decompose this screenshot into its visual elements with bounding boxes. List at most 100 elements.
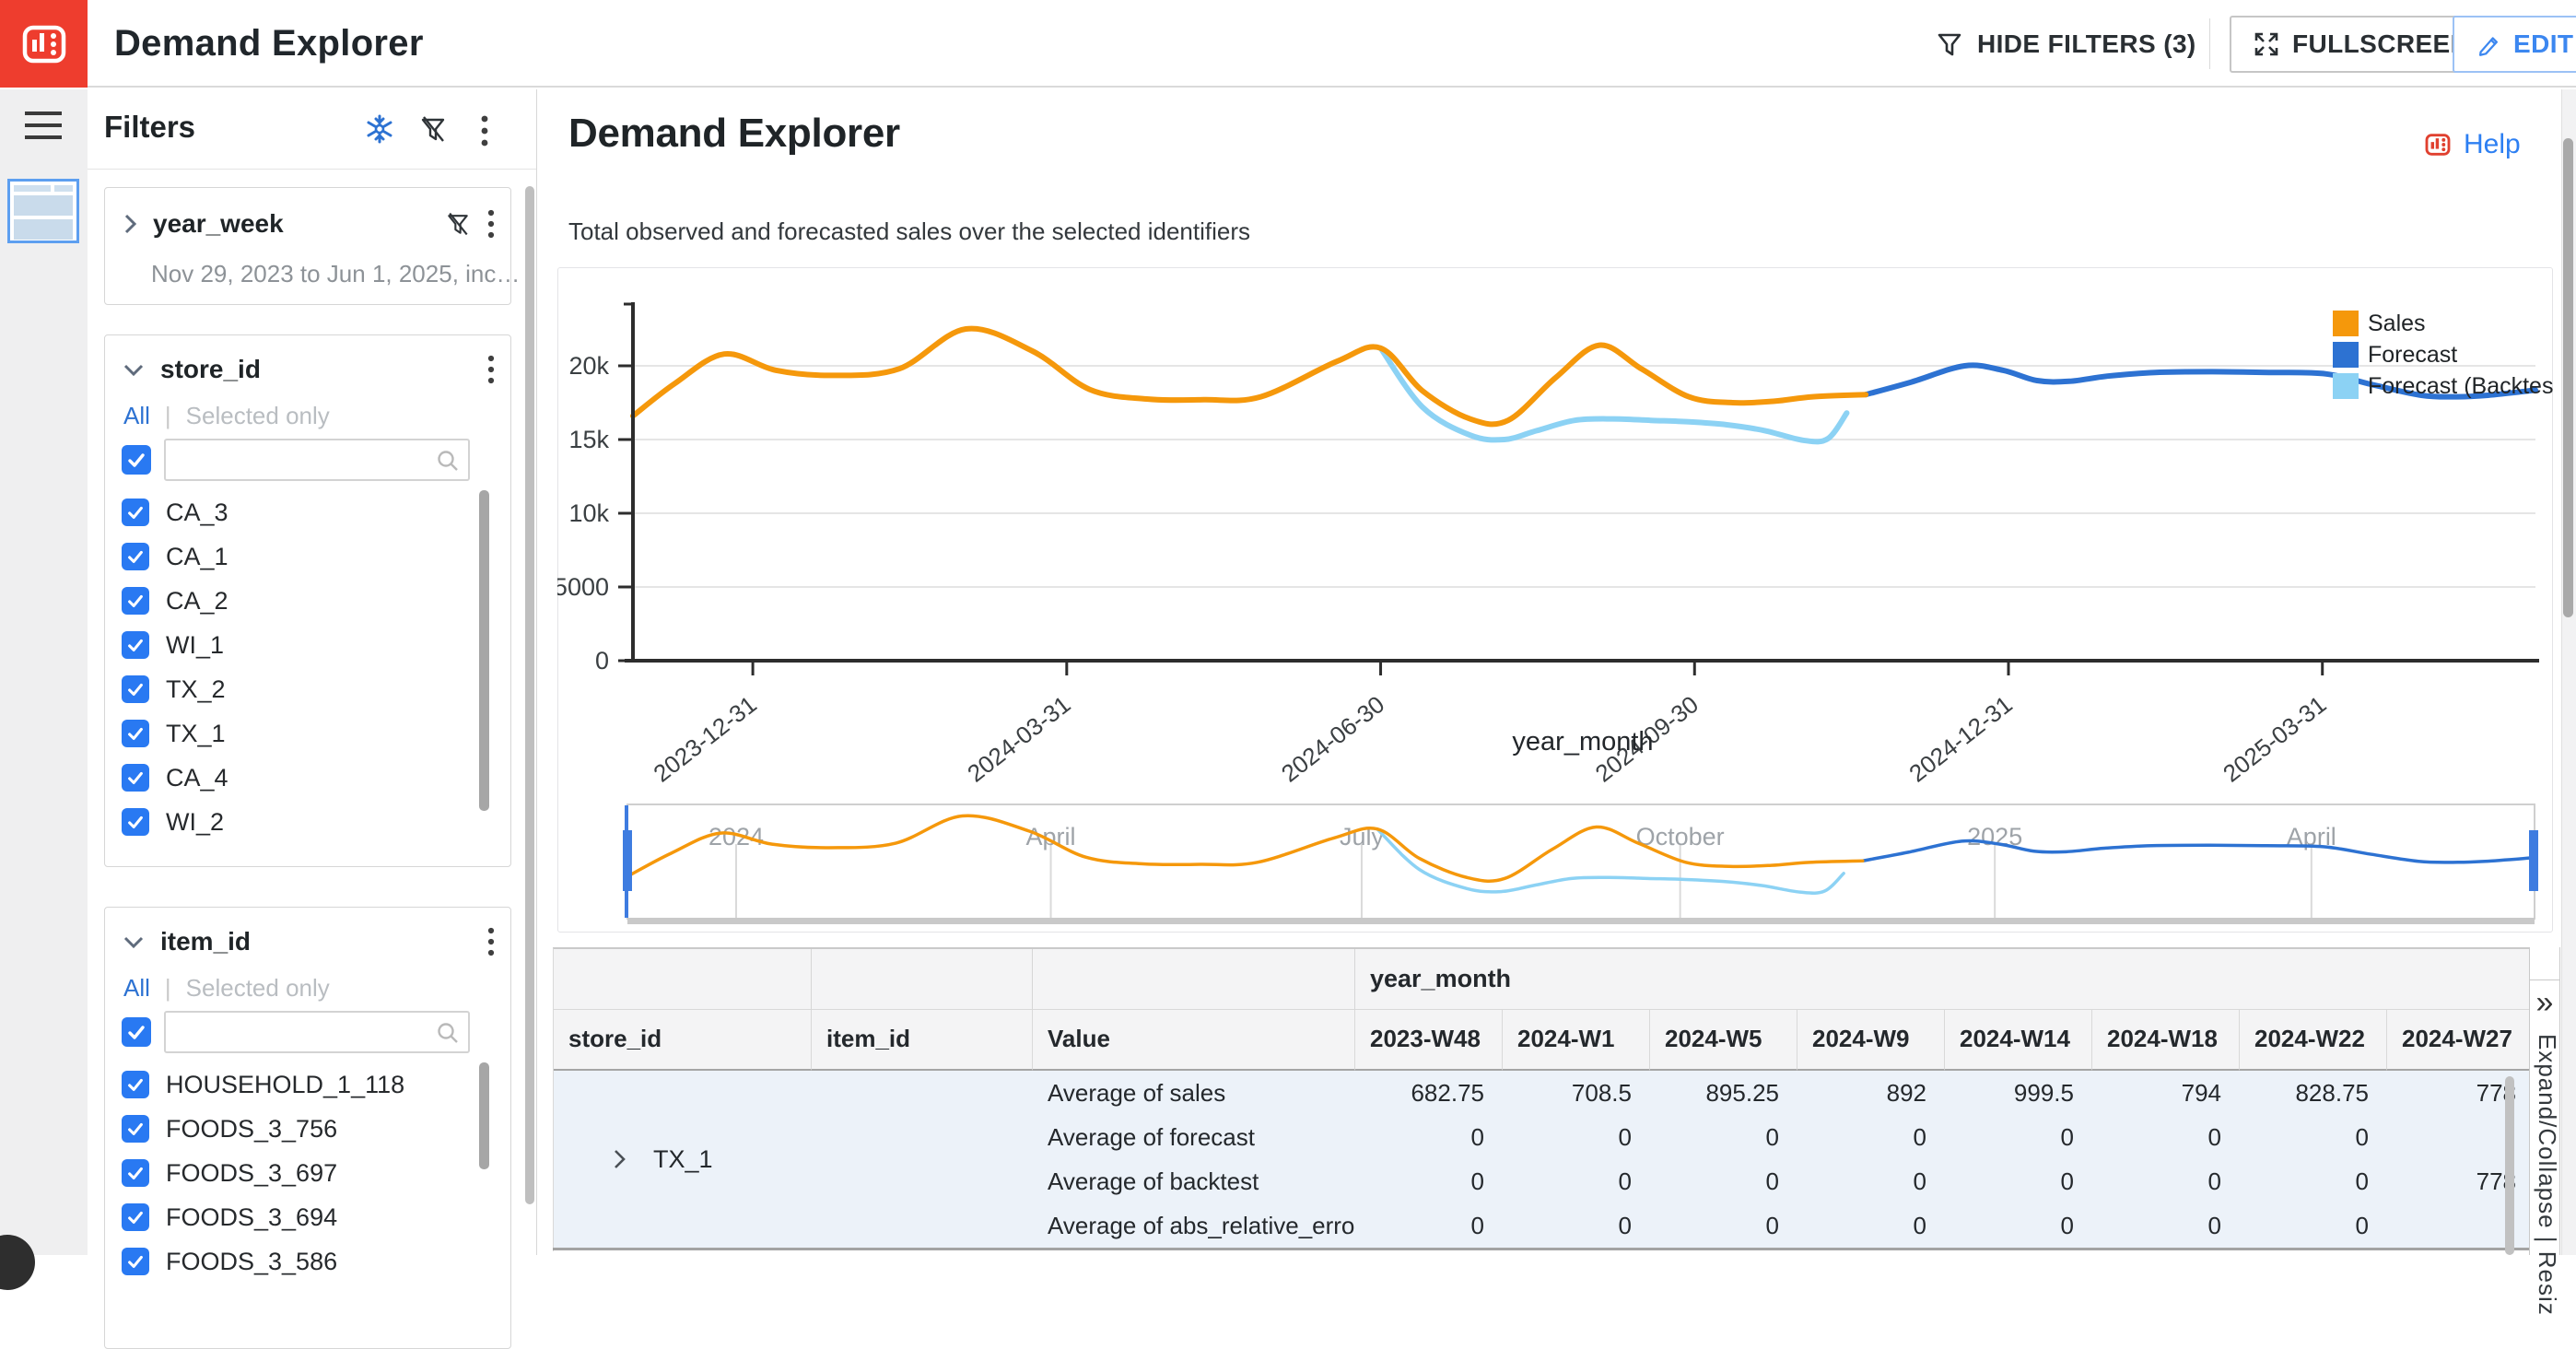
filter-option[interactable]: FOODS_3_697 <box>122 1151 475 1195</box>
column-header-2023-W48[interactable]: 2023-W48 <box>1355 1010 1503 1071</box>
chevron-down-icon[interactable] <box>122 933 146 950</box>
column-header-Value[interactable]: Value <box>1033 1010 1355 1071</box>
help-link[interactable]: Help <box>2423 129 2521 160</box>
svg-text:October: October <box>1636 823 1725 850</box>
option-label: CA_1 <box>166 542 228 570</box>
clear-filters-icon[interactable] <box>417 113 449 149</box>
data-cell: 0 <box>1797 1115 1945 1159</box>
data-cell: 794 <box>2092 1071 2240 1115</box>
chevron-down-icon[interactable] <box>122 361 146 378</box>
hide-filters-button[interactable]: HIDE FILTERS (3) <box>1935 29 2196 59</box>
all-link[interactable]: All <box>123 974 150 1002</box>
column-header-2024-W18[interactable]: 2024-W18 <box>2092 1010 2240 1071</box>
filter-option[interactable]: HOUSEHOLD_1_118 <box>122 1062 475 1107</box>
row-group-store-id[interactable]: TX_1 <box>554 1071 812 1248</box>
filter-option[interactable]: WI_2 <box>122 800 475 844</box>
filter-option[interactable]: CA_2 <box>122 579 475 623</box>
edit-button[interactable]: EDIT <box>2453 15 2576 73</box>
filter-option[interactable]: CA_3 <box>122 490 475 534</box>
filter-option[interactable]: FOODS_3_756 <box>122 1107 475 1151</box>
column-header-2024-W27[interactable]: 2024-W27 <box>2387 1010 2529 1071</box>
search-input[interactable] <box>164 1011 470 1053</box>
option-checkbox[interactable] <box>122 1203 149 1231</box>
double-chevron-right-icon[interactable]: » <box>2535 985 2554 1020</box>
option-checkbox[interactable] <box>122 720 149 747</box>
filter-option[interactable]: TX_1 <box>122 711 475 756</box>
option-label: WI_2 <box>166 807 225 836</box>
svg-text:10k: 10k <box>568 499 609 527</box>
column-header-item_id[interactable]: item_id <box>812 1010 1033 1071</box>
option-checkbox[interactable] <box>122 1071 149 1098</box>
search-input[interactable] <box>164 439 470 481</box>
option-checkbox[interactable] <box>122 631 149 659</box>
item-id-option-list: HOUSEHOLD_1_118 FOODS_3_756 FOODS_3_697 FOO… <box>122 1062 475 1284</box>
page-thumbnail[interactable] <box>7 179 79 243</box>
option-label: FOODS_3_697 <box>166 1158 338 1187</box>
option-checkbox[interactable] <box>122 1248 149 1275</box>
menu-icon[interactable] <box>25 111 62 147</box>
filters-menu-kebab-icon[interactable] <box>479 113 490 153</box>
option-checkbox[interactable] <box>122 764 149 792</box>
select-all-checkbox[interactable] <box>122 1017 151 1047</box>
selected-only-link[interactable]: Selected only <box>185 402 330 429</box>
data-cell: 0 <box>1355 1115 1503 1159</box>
clear-filter-icon[interactable] <box>444 210 472 238</box>
data-cell: 0 <box>2092 1159 2240 1203</box>
data-cell: 0 <box>2240 1159 2387 1203</box>
option-checkbox[interactable] <box>122 808 149 836</box>
expand-row-chevron-icon[interactable] <box>611 1147 627 1171</box>
filter-card-title[interactable]: item_id <box>160 927 252 956</box>
fullscreen-button[interactable]: FULLSCREEN <box>2230 15 2492 73</box>
column-header-store_id[interactable]: store_id <box>554 1010 812 1071</box>
filter-option[interactable]: WI_1 <box>122 623 475 667</box>
option-checkbox[interactable] <box>122 1115 149 1143</box>
filter-option[interactable]: CA_4 <box>122 756 475 800</box>
group-header-empty-cell <box>554 949 812 1010</box>
freeze-snowflake-icon[interactable] <box>364 113 395 149</box>
column-header-2024-W22[interactable]: 2024-W22 <box>2240 1010 2387 1071</box>
option-checkbox[interactable] <box>122 675 149 703</box>
selected-only-link[interactable]: Selected only <box>185 974 330 1002</box>
option-label: CA_3 <box>166 498 228 526</box>
filter-card-title[interactable]: store_id <box>160 355 261 383</box>
search-icon <box>438 1023 458 1043</box>
column-header-2024-W9[interactable]: 2024-W9 <box>1797 1010 1945 1071</box>
page-scrollbar-thumb[interactable] <box>2563 138 2573 617</box>
filter-option[interactable]: CA_1 <box>122 534 475 579</box>
chart-subtitle: Total observed and forecasted sales over… <box>568 217 1250 245</box>
list-scrollbar[interactable] <box>479 490 489 811</box>
sales-forecast-chart[interactable]: 2024 April July October 2025 April0500010k15k… <box>557 267 2553 933</box>
filters-panel-scrollbar[interactable] <box>525 186 534 1204</box>
option-checkbox[interactable] <box>122 587 149 615</box>
table-scrollbar[interactable] <box>2505 1076 2514 1255</box>
search-icon <box>438 451 458 471</box>
date-range-summary: Nov 29, 2023 to Jun 1, 2025, inc… <box>151 260 521 287</box>
fullscreen-icon <box>2254 32 2278 55</box>
option-label: FOODS_3_586 <box>166 1247 338 1275</box>
card-menu-kebab-icon[interactable] <box>486 354 496 385</box>
column-header-2024-W5[interactable]: 2024-W5 <box>1650 1010 1797 1071</box>
column-header-2024-W14[interactable]: 2024-W14 <box>1945 1010 2092 1071</box>
option-checkbox[interactable] <box>122 499 149 526</box>
select-all-checkbox[interactable] <box>122 445 151 475</box>
option-checkbox[interactable] <box>122 1159 149 1187</box>
app-logo-icon[interactable] <box>0 0 88 88</box>
data-cell: 0 <box>1945 1203 2092 1248</box>
filter-option[interactable]: FOODS_3_586 <box>122 1239 475 1284</box>
filter-option[interactable]: FOODS_3_694 <box>122 1195 475 1239</box>
data-cell: 0 <box>2240 1115 2387 1159</box>
filter-option[interactable]: TX_2 <box>122 667 475 711</box>
side-panel-corner <box>2530 947 2559 980</box>
card-menu-kebab-icon[interactable] <box>486 208 496 240</box>
chevron-right-icon[interactable] <box>122 212 138 236</box>
column-header-2024-W1[interactable]: 2024-W1 <box>1503 1010 1650 1071</box>
card-menu-kebab-icon[interactable] <box>486 926 496 957</box>
group-header-empty-cell <box>812 949 1033 1010</box>
app-title: Demand Explorer <box>114 23 424 64</box>
all-link[interactable]: All <box>123 402 150 429</box>
list-scrollbar[interactable] <box>479 1062 489 1169</box>
option-checkbox[interactable] <box>122 543 149 570</box>
expand-collapse-label[interactable]: Expand/Collapse | Resiz <box>2534 1034 2561 1316</box>
svg-text:Forecast (Backtest): Forecast (Backtest) <box>2368 373 2553 399</box>
filter-card-title[interactable]: year_week <box>153 209 284 238</box>
